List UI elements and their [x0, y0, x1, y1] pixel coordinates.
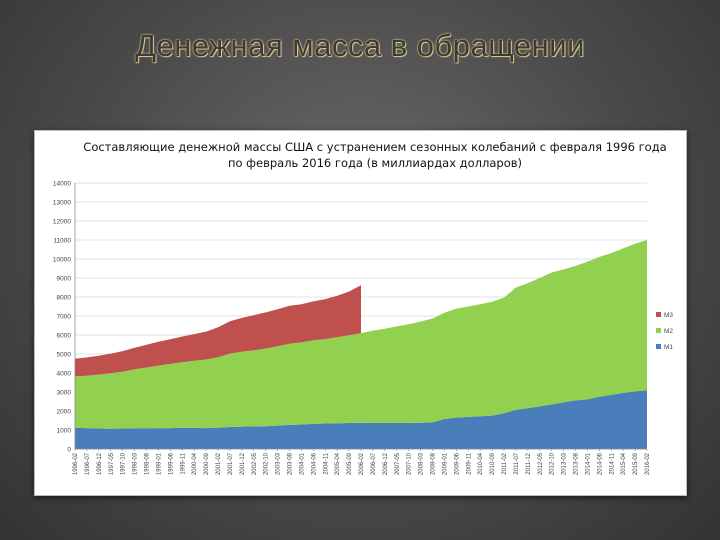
y-tick-label: 3000	[57, 390, 72, 397]
x-tick-label: 2006-12	[383, 452, 389, 475]
x-tick-label: 2010-09	[490, 452, 496, 475]
y-tick-label: 14000	[53, 181, 71, 188]
series-area-m2	[75, 240, 647, 429]
x-tick-label: 2007-10	[407, 452, 413, 475]
x-tick-label: 2012-10	[550, 452, 556, 475]
x-tick-label: 2005-09	[347, 452, 353, 475]
y-tick-label: 2000	[57, 409, 72, 416]
x-tick-label: 1999-01	[156, 452, 162, 475]
series-area-m3	[75, 285, 361, 377]
y-tick-label: 0	[67, 447, 71, 454]
x-tick-label: 2008-08	[431, 452, 437, 475]
chart-frame: Составляющие денежной массы США с устран…	[34, 130, 687, 496]
x-tick-label: 2004-06	[311, 452, 317, 475]
x-tick-label: 2008-03	[419, 452, 425, 475]
x-tick-label: 2011-02	[502, 452, 508, 474]
x-tick-label: 2015-04	[621, 452, 627, 475]
y-tick-label: 8000	[57, 295, 72, 302]
x-tick-label: 2000-04	[192, 452, 198, 475]
y-tick-label: 7000	[57, 314, 72, 321]
y-tick-label: 10000	[53, 257, 71, 264]
y-tick-label: 1000	[57, 428, 72, 435]
x-tick-label: 2007-05	[395, 452, 401, 475]
x-tick-label: 2016-02	[645, 452, 651, 475]
x-tick-label: 2002-05	[252, 452, 258, 475]
x-tick-label: 2004-01	[299, 452, 305, 475]
x-tick-label: 2011-07	[514, 452, 520, 474]
x-tick-label: 2006-02	[359, 452, 365, 475]
x-tick-label: 2010-04	[478, 452, 484, 475]
y-tick-label: 4000	[57, 371, 72, 378]
x-tick-label: 2001-07	[228, 452, 234, 475]
x-tick-label: 1997-05	[109, 452, 115, 475]
x-tick-label: 2014-06	[597, 452, 603, 475]
legend-label: M2	[664, 328, 673, 335]
x-tick-label: 1996-07	[85, 452, 91, 475]
legend-swatch	[656, 328, 661, 333]
legend-label: M3	[664, 312, 673, 319]
slide-title: Денежная масса в обращении	[135, 28, 585, 63]
x-tick-label: 2003-08	[288, 452, 294, 475]
y-tick-label: 11000	[53, 238, 71, 245]
x-tick-label: 1999-06	[168, 452, 174, 475]
x-tick-label: 1996-12	[97, 452, 103, 475]
x-tick-label: 1998-08	[145, 452, 151, 475]
x-tick-label: 2001-12	[240, 452, 246, 475]
x-tick-label: 2005-04	[335, 452, 341, 475]
x-tick-label: 2015-09	[633, 452, 639, 475]
y-tick-label: 5000	[57, 352, 72, 359]
x-axis: 1996-02 1996-07 1996-12 1997-05 1997-10 1998-…	[73, 448, 651, 475]
y-tick-label: 12000	[53, 219, 71, 226]
x-tick-label: 1997-10	[121, 452, 127, 475]
x-tick-label: 2004-11	[323, 452, 329, 474]
x-tick-label: 2013-03	[562, 452, 568, 475]
x-tick-label: 2009-06	[454, 452, 460, 475]
series-area-m1	[75, 390, 647, 449]
x-tick-label: 2003-03	[276, 452, 282, 475]
area-chart: 0 1000 2000 3000 4000 5000 6000 7000 8000 9000 100…	[53, 181, 673, 476]
x-tick-label: 2006-07	[371, 452, 377, 475]
x-tick-label: 2000-09	[204, 452, 210, 475]
legend-swatch	[656, 312, 661, 317]
series-areas	[75, 240, 647, 449]
y-tick-label: 9000	[57, 276, 72, 283]
y-tick-label: 13000	[53, 200, 71, 207]
x-tick-label: 2014-01	[585, 452, 591, 475]
x-tick-label: 2009-01	[442, 452, 448, 475]
legend-item-m3: M3	[656, 312, 673, 319]
x-tick-label: 1996-02	[73, 452, 79, 475]
chart-title: Составляющие денежной массы США с устран…	[83, 140, 667, 170]
x-tick-label: 1999-11	[180, 452, 186, 474]
y-axis: 0 1000 2000 3000 4000 5000 6000 7000 8000 9000 100…	[53, 181, 76, 454]
x-tick-label: 2012-05	[538, 452, 544, 475]
x-tick-label: 2009-11	[466, 452, 472, 474]
legend-item-m2: M2	[656, 328, 673, 335]
legend-label: M1	[664, 344, 673, 351]
x-tick-label: 2001-02	[216, 452, 222, 475]
x-tick-label: 2013-08	[574, 452, 580, 475]
legend-item-m1: M1	[656, 344, 673, 351]
x-tick-label: 1998-03	[133, 452, 139, 475]
x-tick-label: 2002-10	[264, 452, 270, 475]
legend: M3 M2 M1	[656, 312, 673, 351]
x-tick-label: 2011-12	[526, 452, 532, 474]
y-tick-label: 6000	[57, 333, 72, 340]
x-tick-label: 2014-11	[609, 452, 615, 474]
legend-swatch	[656, 344, 661, 349]
